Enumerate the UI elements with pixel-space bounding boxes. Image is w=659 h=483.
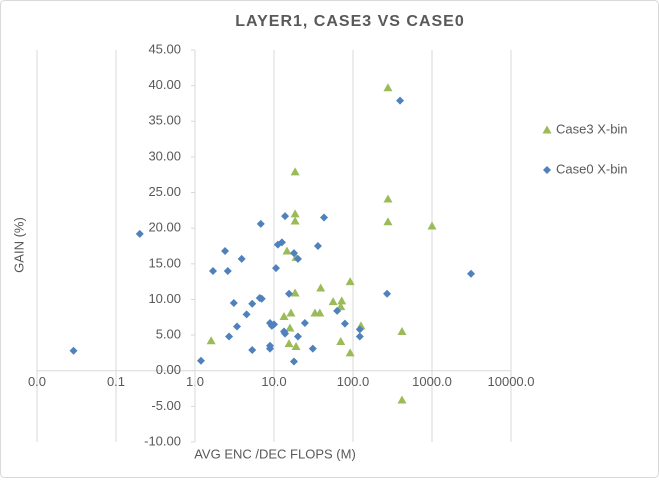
point: [345, 277, 355, 286]
point: [337, 296, 347, 305]
point: [266, 344, 275, 353]
point: [355, 332, 364, 341]
point: [397, 395, 407, 404]
y-tick-label: 20.00: [148, 220, 181, 235]
point: [427, 221, 437, 230]
point: [336, 302, 346, 311]
y-tick-label: -5.00: [151, 398, 181, 413]
point: [345, 348, 355, 357]
point: [286, 308, 296, 317]
y-tick-label: 5.00: [156, 327, 181, 342]
point: [277, 238, 286, 247]
point: [221, 246, 230, 255]
point: [383, 289, 392, 298]
point: [291, 341, 301, 350]
x-tick-label: 0.1: [107, 374, 125, 389]
point: [206, 336, 216, 345]
point: [270, 320, 278, 329]
point: [383, 217, 393, 226]
point: [293, 332, 302, 341]
point: [196, 356, 205, 365]
point: [383, 194, 393, 203]
point: [320, 213, 329, 222]
x-tick-label: 0.0: [28, 374, 46, 389]
point: [223, 266, 232, 275]
legend-marker: [542, 125, 552, 134]
y-tick-label: 15.00: [148, 255, 181, 270]
y-tick-label: 35.00: [148, 113, 181, 128]
point: [300, 318, 309, 327]
point: [257, 294, 266, 303]
legend-label: Case0 X-bin: [556, 161, 628, 176]
point: [290, 288, 300, 297]
y-tick-label: 30.00: [148, 148, 181, 163]
legend-label: Case3 X-bin: [556, 121, 628, 136]
chart-title: LAYER1, CASE3 VS CASE0: [235, 13, 464, 30]
y-tick-label: -10.00: [144, 433, 181, 448]
y-tick-label: 40.00: [148, 77, 181, 92]
point: [135, 229, 144, 238]
point: [290, 167, 300, 176]
point: [225, 332, 234, 341]
point: [316, 283, 326, 292]
x-tick-label: 1000.0: [412, 374, 452, 389]
legend-marker: [543, 166, 551, 174]
point: [313, 242, 322, 250]
point: [397, 327, 407, 336]
point: [289, 249, 298, 258]
point: [281, 329, 290, 338]
y-tick-label: 0.00: [156, 362, 181, 377]
point: [310, 308, 320, 317]
point: [248, 299, 257, 308]
point: [340, 319, 349, 328]
point: [355, 325, 364, 334]
y-axis-title: GAIN (%): [11, 217, 26, 273]
point: [285, 289, 294, 298]
point: [467, 269, 476, 278]
point: [281, 212, 290, 221]
point: [289, 357, 298, 366]
point: [336, 337, 346, 346]
point: [248, 346, 257, 355]
point: [290, 209, 300, 218]
point: [256, 219, 265, 228]
point: [333, 306, 342, 315]
y-tick-label: 25.00: [148, 184, 181, 199]
point: [69, 346, 78, 355]
x-axis-title: AVG ENC /DEC FLOPS (M): [194, 446, 356, 461]
point: [290, 216, 300, 225]
point: [282, 246, 292, 255]
point: [396, 96, 405, 105]
point: [232, 322, 241, 331]
point: [229, 299, 238, 308]
point: [293, 254, 302, 263]
x-tick-label: 10.0: [261, 374, 286, 389]
point: [383, 83, 393, 92]
x-tick-label: 100.0: [337, 374, 370, 389]
point: [328, 297, 338, 306]
y-tick-label: 45.00: [148, 41, 181, 56]
x-tick-label: 10000.0: [488, 374, 535, 389]
point: [237, 254, 246, 263]
point: [285, 323, 295, 332]
point: [308, 344, 317, 353]
point: [271, 264, 280, 273]
point: [279, 312, 289, 321]
y-tick-label: 10.00: [148, 291, 181, 306]
point: [242, 310, 251, 319]
point: [284, 339, 294, 348]
point: [209, 266, 218, 275]
